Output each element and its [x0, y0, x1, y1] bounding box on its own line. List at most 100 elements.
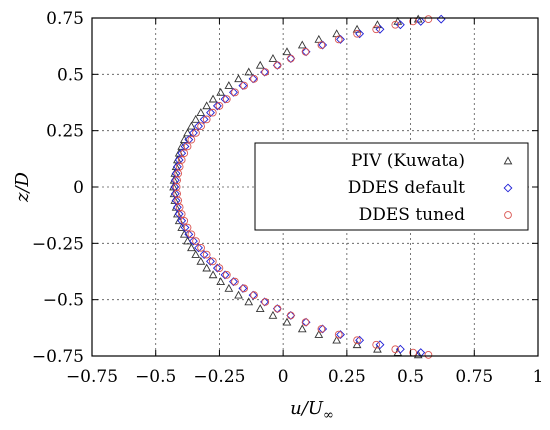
data-point: [191, 114, 201, 123]
data-point: [314, 330, 324, 338]
x-tick-label: 0: [278, 367, 289, 387]
data-point: [373, 20, 382, 29]
plot-area: [169, 14, 446, 359]
data-point: [372, 25, 381, 34]
data-point: [355, 29, 365, 39]
data-point: [375, 340, 385, 350]
data-point: [334, 35, 343, 44]
x-tick-label: −0.75: [66, 367, 118, 387]
data-point: [229, 87, 238, 97]
data-point: [436, 14, 446, 24]
data-point: [424, 351, 433, 359]
data-point: [208, 270, 218, 279]
data-point: [268, 54, 278, 62]
data-point: [301, 318, 310, 327]
legend-marker: [503, 183, 513, 193]
series-circle: [172, 15, 433, 359]
legend-label-ddes-tuned: DDES tuned: [359, 205, 466, 225]
data-point: [231, 88, 239, 97]
y-axis-tick-labels: −0.75 −0.5 −0.25 0 0.25 0.5 0.75: [32, 9, 84, 367]
data-point: [202, 263, 212, 272]
data-point: [353, 29, 361, 38]
data-point: [177, 223, 187, 231]
data-point: [202, 101, 212, 110]
data-point: [261, 68, 270, 76]
data-point: [216, 87, 226, 96]
data-point: [332, 335, 342, 344]
data-point: [183, 142, 192, 151]
data-point: [222, 95, 231, 103]
data-point: [220, 94, 230, 104]
data-point: [180, 223, 190, 232]
data-point: [187, 135, 196, 144]
data-point: [224, 283, 234, 292]
data-point: [424, 15, 433, 23]
legend-label-piv: PIV (Kuwata): [351, 151, 465, 171]
x-axis-label: u/U∞: [290, 398, 334, 423]
legend-marker-triangle: [503, 156, 513, 165]
data-point: [199, 114, 209, 124]
data-point: [192, 129, 200, 137]
data-point: [179, 229, 189, 238]
data-point: [212, 101, 222, 111]
data-point: [301, 47, 310, 56]
data-point: [231, 277, 239, 286]
data-point: [268, 310, 278, 319]
y-tick-label: −0.5: [43, 291, 84, 311]
legend: PIV (Kuwata) DDES default DDES tuned: [254, 142, 529, 231]
data-point: [184, 229, 194, 239]
data-point: [220, 270, 230, 280]
y-axis-label: z/D: [12, 171, 33, 203]
x-tick-label: −0.25: [193, 367, 245, 387]
data-point: [255, 304, 265, 313]
data-point: [196, 108, 206, 116]
data-point: [199, 250, 209, 260]
data-point: [334, 330, 343, 339]
data-point: [255, 60, 265, 69]
data-point: [250, 74, 258, 83]
data-point: [352, 340, 362, 349]
data-point: [353, 336, 361, 345]
x-tick-label: 0.75: [455, 367, 493, 387]
data-point: [177, 156, 186, 164]
data-point: [234, 74, 243, 83]
data-point: [196, 256, 206, 265]
data-point: [273, 61, 282, 70]
data-point: [177, 216, 187, 226]
data-point: [222, 271, 231, 279]
data-point: [317, 325, 326, 333]
data-point: [206, 108, 215, 118]
legend-marker: [504, 211, 512, 219]
data-point: [175, 203, 184, 212]
data-point: [373, 344, 382, 353]
data-point: [215, 102, 224, 110]
data-point: [240, 81, 248, 90]
data-point: [187, 230, 196, 239]
data-point: [391, 20, 400, 29]
data-point: [336, 34, 345, 44]
data-point: [194, 121, 203, 131]
data-point: [180, 216, 189, 225]
data-point: [391, 345, 400, 354]
data-point: [197, 122, 205, 131]
data-point: [212, 263, 222, 273]
data-point: [282, 317, 292, 326]
data-point: [229, 277, 238, 287]
y-tick-label: 0.75: [46, 9, 84, 29]
data-point: [224, 81, 234, 89]
x-tick-label: −0.5: [135, 367, 176, 387]
data-point: [244, 297, 254, 306]
y-tick-label: −0.25: [32, 234, 84, 254]
axis-ticks: [91, 17, 539, 357]
data-point: [175, 162, 184, 171]
data-point: [188, 236, 198, 246]
data-point: [336, 330, 345, 340]
data-point: [177, 210, 186, 218]
data-point: [234, 290, 243, 299]
data-point: [416, 16, 426, 26]
data-point: [197, 243, 205, 252]
data-point: [192, 237, 200, 245]
data-point: [179, 135, 189, 144]
data-point: [318, 324, 328, 334]
data-point: [194, 243, 203, 253]
